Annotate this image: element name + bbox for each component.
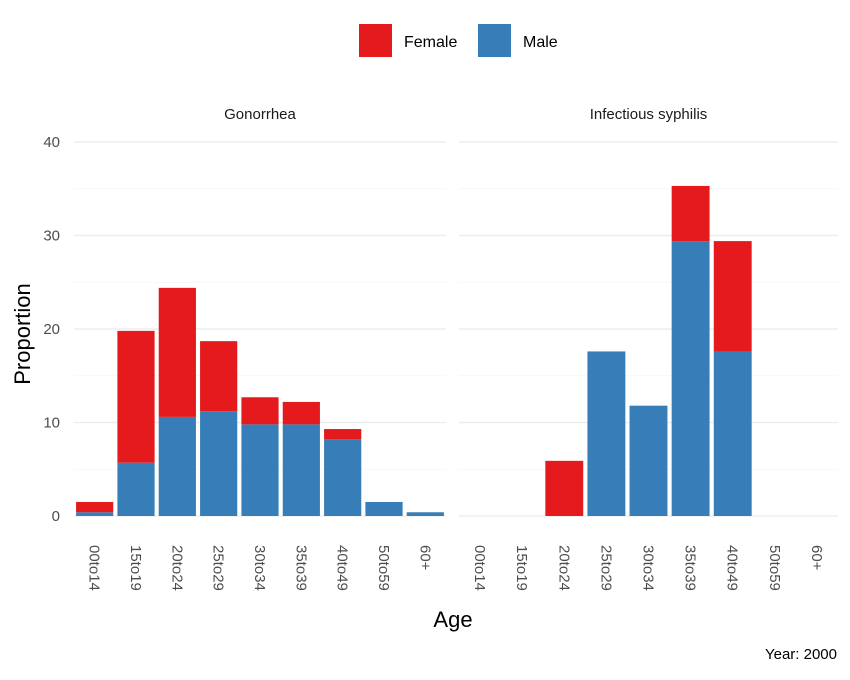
panel-title: Infectious syphilis	[590, 106, 708, 123]
panel-title: Gonorrhea	[224, 106, 296, 123]
x-tick-label: 20to24	[168, 545, 185, 591]
bar-male-50to59	[365, 501, 403, 516]
x-tick-label: 00to14	[471, 545, 488, 591]
y-tick-label: 0	[52, 508, 60, 525]
x-tick-label: 20to24	[555, 545, 572, 591]
bar-female-40to49	[324, 429, 362, 440]
y-tick-label: 40	[43, 134, 60, 151]
x-tick-label: 30to34	[640, 545, 657, 591]
bar-male-20to24	[158, 416, 196, 516]
bar-female-00to14	[76, 501, 114, 513]
x-tick-label: 25to29	[210, 545, 227, 591]
bar-female-25to29	[200, 341, 238, 412]
x-tick-label: 25to29	[597, 545, 614, 591]
x-tick-label: 60+	[808, 545, 825, 571]
bar-female-35to39	[671, 185, 710, 242]
bar-female-20to24	[158, 287, 196, 417]
x-tick-label: 40to49	[724, 545, 741, 591]
bar-female-20to24	[545, 460, 584, 516]
bar-female-35to39	[282, 401, 320, 425]
x-tick-label: 35to39	[682, 545, 699, 591]
bar-male-25to29	[200, 411, 238, 516]
legend-swatch-male	[478, 24, 511, 57]
x-tick-label: 50to59	[375, 545, 392, 591]
y-axis-title: Proportion	[10, 283, 35, 385]
panel-1: Gonorrhea 00to14 15to19 20to24 25to29 30to34 3…	[74, 106, 446, 591]
bar-female-15to19	[117, 330, 155, 463]
x-tick-label: 50to59	[766, 545, 783, 591]
bar-male-30to34	[241, 424, 279, 516]
bar-male-30to34	[629, 405, 668, 516]
legend-swatch-female	[359, 24, 392, 57]
bar-male-25to29	[587, 351, 626, 516]
bar-male-60+	[406, 512, 444, 516]
panel-2: Infectious syphilis 00to14 15to19 20to24 25t…	[459, 106, 838, 591]
y-tick-label: 10	[43, 415, 60, 432]
bar-male-40to49	[713, 351, 752, 516]
legend-label-female: Female	[404, 34, 457, 51]
bar-male-00to14	[76, 512, 114, 516]
bar-male-35to39	[282, 424, 320, 516]
bar-female-40to49	[713, 241, 752, 352]
bar-male-35to39	[671, 241, 710, 517]
y-tick-label: 30	[43, 228, 60, 245]
y-tick-label: 20	[43, 321, 60, 338]
x-tick-label: 30to34	[251, 545, 268, 591]
x-axis-title: Age	[433, 607, 472, 632]
x-tick-label: 15to19	[513, 545, 530, 591]
x-tick-label: 40to49	[334, 545, 351, 591]
legend-label-male: Male	[523, 34, 558, 51]
x-tick-label: 35to39	[292, 545, 309, 591]
caption: Year: 2000	[765, 646, 837, 663]
x-tick-label: 60+	[416, 545, 433, 571]
panels: Gonorrhea 00to14 15to19 20to24 25to29 30to34 3…	[74, 106, 838, 591]
x-tick-label: 15to19	[127, 545, 144, 591]
bar-female-30to34	[241, 397, 279, 425]
bar-male-15to19	[117, 462, 155, 516]
x-tick-label: 00to14	[86, 545, 103, 591]
bar-male-40to49	[324, 439, 362, 516]
y-axis: 0 10 20 30 40	[43, 134, 60, 525]
legend: Female Male	[359, 24, 558, 57]
